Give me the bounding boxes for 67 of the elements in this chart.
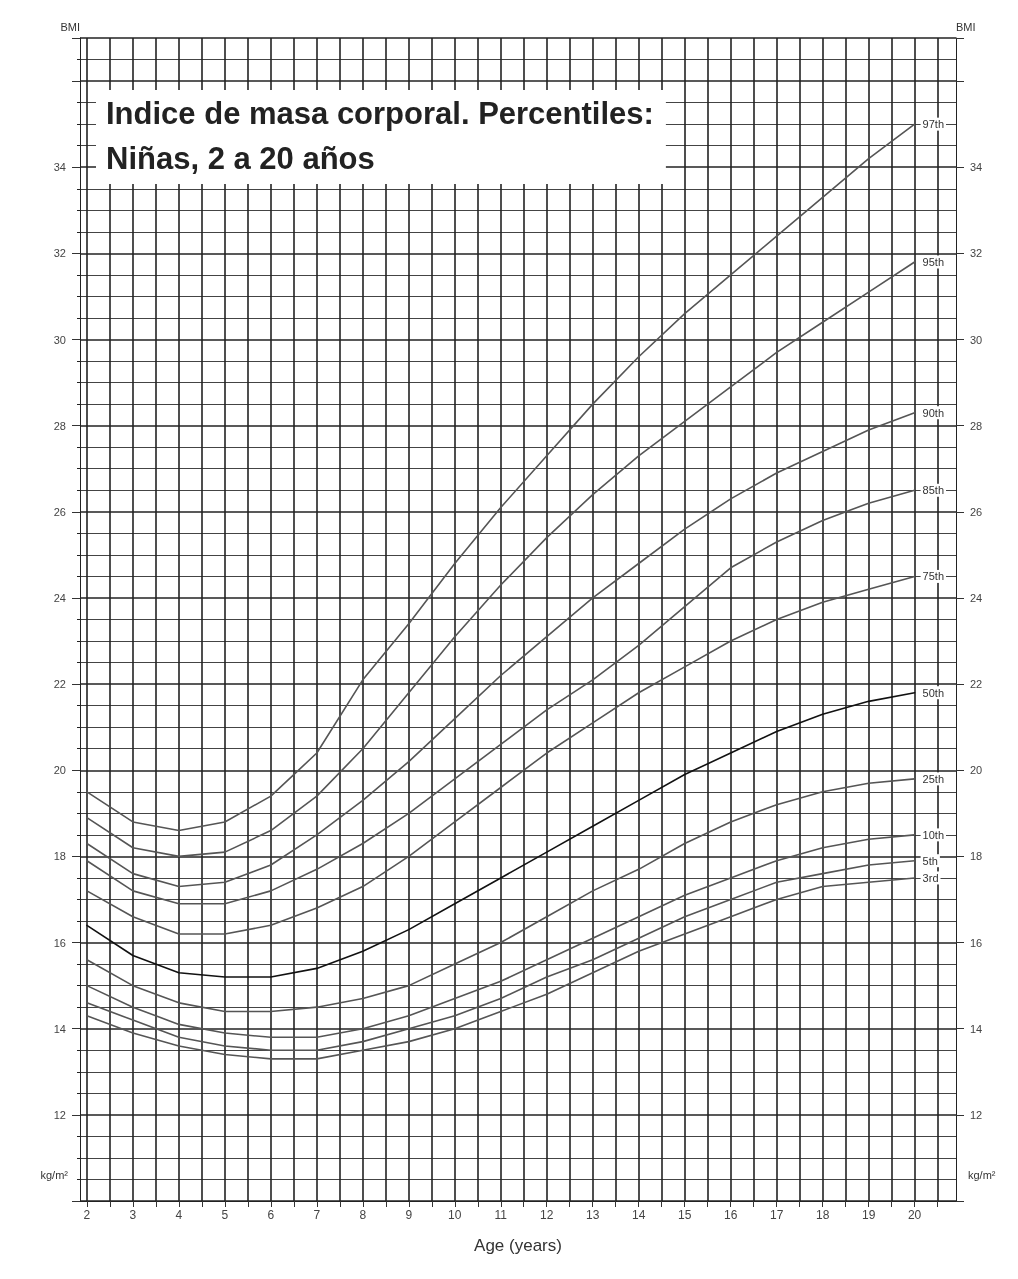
y2-tick-label: 12 — [970, 1108, 983, 1121]
y2-tick-label: 30 — [970, 333, 983, 346]
x-axis-title: Age (years) — [474, 1236, 562, 1255]
x-tick-label: 8 — [359, 1208, 367, 1222]
line-series — [86, 691, 916, 978]
x-tick-label: 10 — [448, 1208, 462, 1222]
series-label: 95th — [922, 255, 945, 268]
y2-tick-label: 26 — [970, 505, 983, 518]
x-tick-label: 15 — [678, 1208, 692, 1222]
y2-tick-label: 24 — [970, 591, 983, 604]
series-label: 90th — [922, 406, 945, 419]
y2-tick-label: 22 — [970, 678, 983, 691]
x-tick-label: 17 — [769, 1208, 784, 1222]
y-tick-label: 14 — [53, 1022, 66, 1035]
line-series — [86, 778, 916, 1013]
y2-axis-title: BMI — [956, 20, 976, 33]
series-label: 97th — [922, 118, 945, 131]
series-label: 85th — [922, 484, 945, 497]
y-tick-label: 24 — [53, 591, 66, 604]
line-series — [86, 411, 916, 888]
series-label: 3rd — [922, 871, 939, 884]
series-label: 5th — [922, 854, 938, 867]
series-label: 25th — [922, 772, 945, 785]
line-series — [86, 834, 916, 1039]
x-tick-label: 6 — [267, 1208, 275, 1222]
x-tick-label: 16 — [724, 1208, 738, 1222]
text: Indice de masa corporal. Percentiles: — [106, 96, 654, 131]
x-tick-label: 9 — [405, 1208, 413, 1222]
x-tick-label: 18 — [815, 1208, 830, 1222]
y-axis-title: BMI — [60, 20, 80, 33]
y-tick-label: 22 — [53, 678, 66, 691]
x-tick-label: 12 — [540, 1208, 554, 1222]
text: kg/m² — [40, 1169, 69, 1182]
x-tick-label: 4 — [175, 1208, 183, 1222]
y-tick-label: 28 — [53, 419, 66, 432]
y2-tick-label: 28 — [970, 419, 983, 432]
y2-tick-label: 32 — [970, 247, 983, 260]
y-tick-label: 34 — [53, 161, 66, 174]
x-tick-label: 7 — [313, 1208, 321, 1222]
y2-tick-label: 34 — [970, 161, 983, 174]
x-tick-label: 19 — [861, 1208, 876, 1222]
y2-tick-label: 20 — [970, 764, 983, 777]
line-series — [86, 261, 916, 858]
y-tick-label: 12 — [53, 1108, 66, 1121]
x-tick-label: 13 — [586, 1208, 600, 1222]
y-tick-label: 20 — [53, 764, 66, 777]
y-tick-label: 32 — [53, 247, 66, 260]
y2-tick-label: 18 — [970, 850, 983, 863]
x-tick-label: 5 — [221, 1208, 229, 1222]
y-tick-label: 16 — [53, 936, 66, 949]
text: Niñas, 2 a 20 años — [106, 141, 375, 176]
line-series — [86, 575, 916, 935]
y2-tick-label: 16 — [970, 936, 983, 949]
y2-tick-label: 14 — [970, 1022, 983, 1035]
x-tick-label: 14 — [632, 1208, 646, 1222]
y-tick-label: 26 — [53, 505, 66, 518]
line-series — [86, 489, 916, 905]
x-tick-label: 11 — [494, 1208, 508, 1222]
x-tick-label: 2 — [83, 1208, 91, 1222]
series-label: 10th — [922, 828, 945, 841]
y-tick-label: 30 — [53, 333, 66, 346]
x-tick-label: 3 — [129, 1208, 137, 1222]
text: kg/m² — [968, 1169, 996, 1182]
x-tick-label: 20 — [907, 1208, 922, 1222]
series-label: 75th — [922, 570, 945, 583]
series-label: 50th — [922, 686, 945, 699]
y-tick-label: 18 — [53, 850, 66, 863]
